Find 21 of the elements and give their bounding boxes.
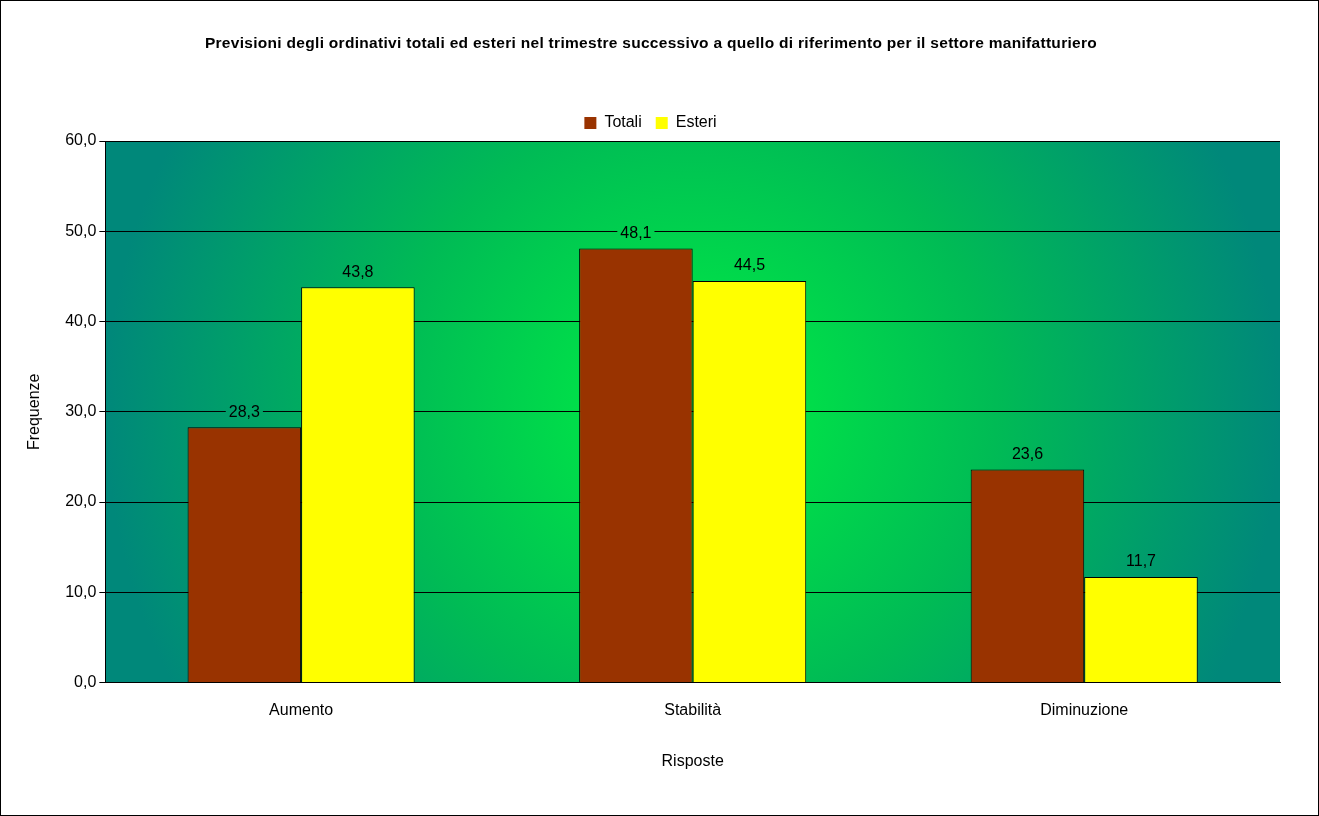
data-label: 44,5 — [733, 256, 766, 274]
y-tick-label: 30,0 — [65, 402, 97, 420]
x-tick-label: Aumento — [269, 700, 334, 718]
data-label: 48,1 — [620, 223, 652, 241]
y-tick-label: 60,0 — [65, 131, 97, 149]
y-tick-label: 40,0 — [65, 311, 97, 329]
x-axis-title: Risposte — [661, 751, 724, 769]
data-label: 23,6 — [1011, 444, 1044, 462]
legend-label: Totali — [604, 113, 642, 131]
data-label: 28,3 — [228, 402, 261, 420]
x-tick-label: Diminuzione — [1040, 700, 1129, 718]
data-label: 43,8 — [342, 262, 374, 280]
y-tick-label: 50,0 — [65, 221, 97, 239]
data-label: 11,7 — [1126, 552, 1157, 570]
chart-title: Previsioni degli ordinativi totali ed esteri nel trimestre successivo a quello di riferimento per il settore manifatturiero — [203, 33, 1099, 53]
y-tick-label: 0,0 — [74, 673, 97, 691]
x-tick-label: Stabilità — [664, 700, 722, 718]
legend-label: Esteri — [675, 113, 717, 131]
y-axis-title: Frequenze — [25, 373, 43, 451]
y-tick-label: 10,0 — [65, 582, 97, 600]
y-tick-label: 20,0 — [65, 492, 97, 510]
